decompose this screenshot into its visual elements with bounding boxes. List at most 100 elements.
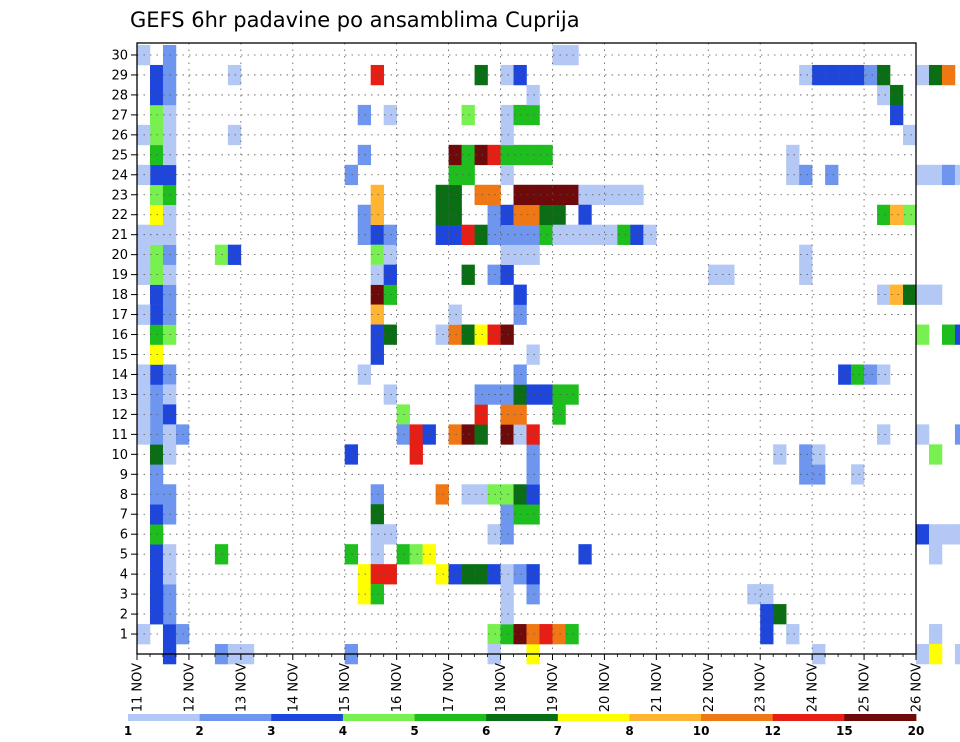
heatmap-cell <box>396 544 410 565</box>
heatmap-cell <box>357 564 371 585</box>
heatmap-cell <box>500 404 514 425</box>
heatmap-cell <box>812 64 826 86</box>
heatmap-cell <box>877 84 891 106</box>
y-tick-label: 19 <box>111 268 128 283</box>
heatmap-cell <box>435 184 449 206</box>
heatmap-cell <box>851 64 865 86</box>
heatmap-cell <box>928 164 943 186</box>
heatmap-cell <box>513 104 527 126</box>
heatmap-cell <box>435 224 449 245</box>
heatmap-cell <box>500 224 514 245</box>
x-tick-label: 24 NOV <box>806 663 821 712</box>
heatmap-cell <box>370 224 384 245</box>
heatmap-cell <box>500 164 514 186</box>
heatmap-cell <box>474 404 488 425</box>
heatmap-cell <box>526 244 540 265</box>
heatmap-cell <box>799 444 813 465</box>
heatmap-cell <box>396 404 410 425</box>
heatmap-cell <box>954 324 960 345</box>
heatmap-cell <box>838 64 852 86</box>
heatmap-cell <box>370 504 384 525</box>
heatmap-cell <box>890 104 904 126</box>
heatmap-cell <box>903 124 917 146</box>
heatmap-cell <box>513 424 527 445</box>
heatmap-cell <box>552 204 566 226</box>
heatmap-cell <box>513 244 527 265</box>
y-tick-label: 26 <box>111 128 128 143</box>
heatmap-cell <box>526 104 540 126</box>
y-tick-label: 2 <box>120 608 128 623</box>
heatmap-cell <box>357 224 371 245</box>
heatmap-cell <box>643 224 657 245</box>
heatmap-cell <box>448 224 462 245</box>
heatmap-cell <box>370 184 384 206</box>
x-tick-label: 11 NOV <box>131 663 146 712</box>
heatmap-cell <box>903 284 917 305</box>
colorbar-label: 3 <box>267 724 275 738</box>
heatmap-cell <box>435 324 449 345</box>
heatmap-cell <box>448 184 462 206</box>
heatmap-cell <box>799 264 813 285</box>
colorbar-swatch <box>342 714 415 721</box>
heatmap-cell <box>954 644 960 665</box>
heatmap-cell <box>370 524 384 545</box>
colorbar: 1 2 3 4 5 6 7 8 10 12 15 20 <box>124 714 924 738</box>
heatmap-cell <box>747 584 761 605</box>
heatmap-cell <box>448 204 462 226</box>
heatmap-cell <box>864 64 878 86</box>
y-tick-label: 20 <box>111 248 128 263</box>
heatmap-cell <box>916 324 930 345</box>
heatmap-cell <box>500 144 514 166</box>
heatmap-cell <box>487 324 501 345</box>
heatmap-cell <box>370 304 384 325</box>
heatmap-cell <box>877 424 891 445</box>
heatmap-cell <box>344 444 359 465</box>
heatmap-cell <box>500 604 514 625</box>
colorbar-label: 8 <box>625 724 633 738</box>
y-tick-label: 17 <box>111 308 128 323</box>
heatmap-cell <box>539 184 553 206</box>
colorbar-label: 15 <box>836 724 853 738</box>
heatmap-cell <box>617 184 631 206</box>
heatmap-cell <box>721 264 735 285</box>
heatmap-cell <box>928 444 943 465</box>
heatmap-cell <box>708 264 722 285</box>
heatmap-cells <box>137 45 960 665</box>
heatmap-cell <box>487 144 501 166</box>
y-tick-label: 24 <box>111 168 128 183</box>
colorbar-swatch <box>486 714 559 721</box>
heatmap-cell <box>461 224 475 245</box>
heatmap-cell <box>474 184 488 206</box>
heatmap-cell <box>500 484 514 505</box>
heatmap-cell <box>916 284 930 305</box>
heatmap-cell <box>513 304 527 325</box>
heatmap-cell <box>941 164 956 186</box>
heatmap-cell <box>461 484 475 505</box>
heatmap-cell <box>500 104 514 126</box>
heatmap-cell <box>474 144 488 166</box>
colorbar-swatch <box>844 714 917 721</box>
x-axis: 11 NOV 12 NOV 13 NOV 14 NOV 15 NOV 16 NOV 17 N… <box>131 654 925 712</box>
heatmap-cell <box>760 584 774 605</box>
heatmap-cell <box>383 384 397 405</box>
y-tick-label: 10 <box>111 448 128 463</box>
heatmap-cell <box>448 304 462 325</box>
heatmap-cell <box>513 624 527 645</box>
heatmap-cell <box>513 484 527 505</box>
y-tick-label: 21 <box>111 228 128 243</box>
heatmap-cell <box>928 544 943 565</box>
heatmap-cell <box>513 504 527 525</box>
heatmap-cell <box>526 424 540 445</box>
heatmap-cell <box>539 144 553 166</box>
x-tick-label: 17 NOV <box>442 663 457 712</box>
heatmap-cell <box>461 564 475 585</box>
heatmap-cell <box>565 224 579 245</box>
heatmap-cell <box>435 564 449 585</box>
heatmap-cell <box>578 184 592 206</box>
heatmap-cell <box>552 184 566 206</box>
heatmap-cell <box>864 364 878 385</box>
heatmap-cell <box>552 624 566 645</box>
heatmap-cell <box>838 364 852 385</box>
heatmap-cell <box>941 524 956 545</box>
